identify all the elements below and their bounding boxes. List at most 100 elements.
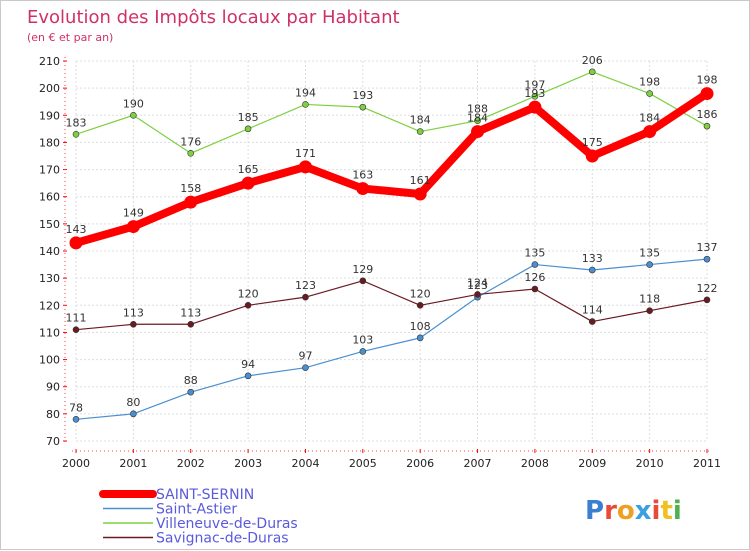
brand-letter: i bbox=[652, 496, 661, 526]
x-tick-label: 2002 bbox=[177, 457, 205, 470]
data-point bbox=[72, 415, 80, 423]
y-tick-label: 140 bbox=[39, 245, 60, 258]
data-label: 184 bbox=[410, 114, 431, 127]
y-tick-label: 80 bbox=[46, 408, 60, 421]
data-point bbox=[531, 92, 539, 100]
data-point bbox=[187, 320, 195, 328]
chart-subtitle: (en € et par an) bbox=[27, 31, 113, 44]
data-point bbox=[471, 125, 485, 139]
series-savignac-de-duras: 111 113 113 120 123 129 120 124 126 114 118 122 bbox=[66, 263, 718, 334]
data-label: 111 bbox=[66, 312, 87, 325]
data-point bbox=[244, 372, 252, 380]
data-label: 80 bbox=[126, 396, 140, 409]
data-point bbox=[187, 388, 195, 396]
series-group: 78 80 88 94 97 103 108 123 135 133 135 137 183 190 176… bbox=[66, 54, 718, 423]
axes: 7080901001101201301401501601701801902002… bbox=[39, 55, 721, 470]
data-label: 135 bbox=[524, 247, 545, 260]
data-point bbox=[588, 68, 596, 76]
brand-letter: i bbox=[673, 496, 682, 526]
data-label: 143 bbox=[66, 223, 87, 236]
data-point bbox=[359, 103, 367, 111]
x-tick-label: 2009 bbox=[578, 457, 606, 470]
data-label: 114 bbox=[582, 304, 603, 317]
data-label: 198 bbox=[639, 76, 660, 89]
y-tick-label: 180 bbox=[39, 136, 60, 149]
data-label: 190 bbox=[123, 97, 144, 110]
x-tick-label: 2004 bbox=[291, 457, 319, 470]
data-label: 97 bbox=[298, 350, 312, 363]
x-tick-label: 2011 bbox=[693, 457, 721, 470]
y-tick-label: 200 bbox=[39, 82, 60, 95]
data-point bbox=[359, 277, 367, 285]
y-tick-label: 100 bbox=[39, 354, 60, 367]
series-line bbox=[75, 280, 708, 331]
y-tick-label: 120 bbox=[39, 299, 60, 312]
data-label: 123 bbox=[467, 279, 488, 292]
y-tick-label: 150 bbox=[39, 218, 60, 231]
data-label: 149 bbox=[123, 207, 144, 220]
data-point bbox=[474, 117, 481, 125]
legend-label: Saint-Astier bbox=[156, 502, 237, 518]
brand-text: Proxiti bbox=[585, 496, 682, 526]
data-label: 194 bbox=[295, 86, 316, 99]
data-label: 193 bbox=[352, 89, 373, 102]
data-point bbox=[72, 130, 80, 138]
legend: SAINT-SERNINSaint-AstierVilleneuve-de-Du… bbox=[99, 487, 298, 547]
data-point bbox=[585, 149, 599, 163]
proxiti-logo: Proxiti bbox=[585, 496, 682, 526]
data-label: 135 bbox=[639, 247, 660, 260]
data-point bbox=[130, 111, 137, 119]
grid bbox=[75, 60, 708, 442]
data-point bbox=[302, 364, 309, 372]
y-tick-label: 170 bbox=[39, 164, 60, 177]
data-point bbox=[244, 301, 252, 309]
series-line bbox=[72, 89, 711, 247]
y-tick-label: 70 bbox=[46, 435, 60, 448]
data-point bbox=[646, 307, 653, 315]
x-tick-label: 2008 bbox=[521, 457, 549, 470]
data-point bbox=[126, 220, 140, 234]
brand-letter: o bbox=[617, 496, 635, 526]
data-point bbox=[241, 176, 255, 190]
data-point bbox=[646, 261, 653, 268]
x-tick-label: 2010 bbox=[636, 457, 664, 470]
legend-label: Villeneuve-de-Duras bbox=[156, 516, 298, 532]
x-tick-label: 2006 bbox=[406, 457, 434, 470]
brand-letter: x bbox=[635, 496, 652, 526]
data-label: 122 bbox=[697, 282, 718, 295]
data-label: 161 bbox=[410, 174, 431, 187]
data-label: 78 bbox=[69, 401, 83, 414]
data-point bbox=[703, 255, 711, 263]
data-label: 175 bbox=[582, 136, 603, 149]
data-label: 193 bbox=[524, 87, 545, 100]
data-point bbox=[130, 320, 137, 328]
data-label: 88 bbox=[184, 374, 198, 387]
data-label: 165 bbox=[238, 163, 259, 176]
data-label: 206 bbox=[582, 54, 603, 67]
data-label: 163 bbox=[352, 169, 373, 182]
data-label: 120 bbox=[238, 287, 259, 300]
data-point bbox=[184, 195, 198, 209]
y-tick-label: 110 bbox=[39, 326, 60, 339]
data-point bbox=[528, 100, 542, 114]
x-tick-label: 2000 bbox=[62, 457, 90, 470]
data-point bbox=[703, 296, 711, 304]
data-label: 176 bbox=[180, 135, 201, 148]
data-label: 118 bbox=[639, 293, 660, 306]
y-tick-label: 130 bbox=[39, 272, 60, 285]
data-label: 198 bbox=[697, 74, 718, 87]
data-point bbox=[72, 326, 80, 334]
brand-letter: t bbox=[660, 496, 672, 526]
brand-letter: r bbox=[604, 496, 617, 526]
data-point bbox=[356, 182, 370, 196]
data-point bbox=[531, 261, 539, 268]
data-point bbox=[298, 160, 312, 174]
x-tick-label: 2007 bbox=[464, 457, 492, 470]
y-tick-label: 160 bbox=[39, 191, 60, 204]
x-tick-label: 2005 bbox=[349, 457, 377, 470]
data-point bbox=[531, 285, 539, 293]
data-label: 197 bbox=[524, 78, 545, 91]
data-point bbox=[130, 410, 137, 418]
data-point bbox=[413, 187, 427, 201]
